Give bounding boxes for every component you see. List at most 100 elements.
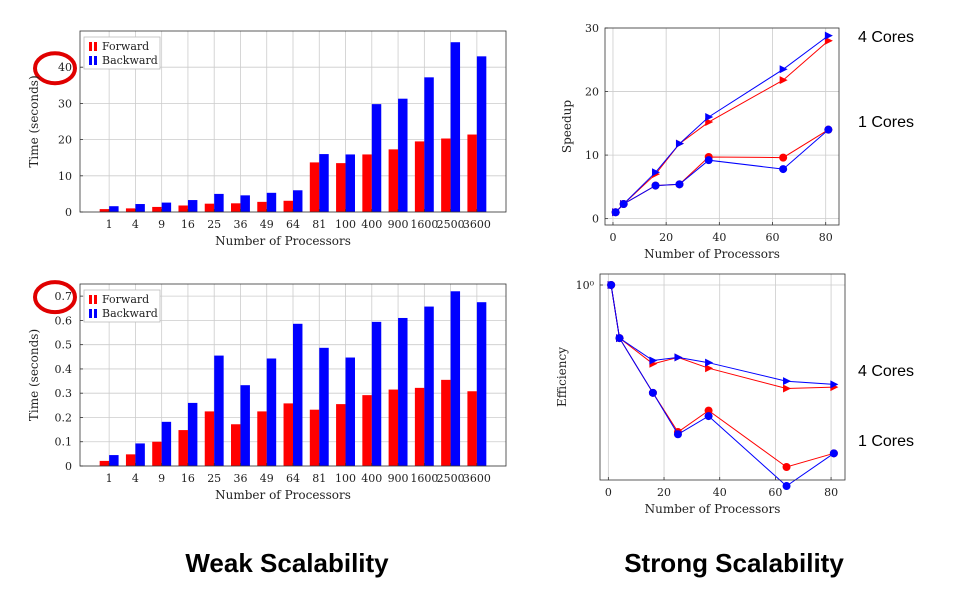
core-label-4-efficiency: 4 Cores <box>858 363 914 380</box>
x-tick-label: 25 <box>207 218 221 231</box>
bar-backward-3600 <box>476 302 487 466</box>
data-point <box>779 165 788 174</box>
x-tick-label: 1 <box>106 472 113 485</box>
bar-forward-81 <box>309 409 320 466</box>
x-axis-label: Number of Processors <box>215 488 351 502</box>
data-point <box>615 334 624 343</box>
x-tick-label: 49 <box>260 472 274 485</box>
bar-forward-1 <box>99 460 110 466</box>
y-tick-label: 0 <box>65 460 72 473</box>
bar-forward-36 <box>231 424 241 466</box>
bar-forward-4 <box>125 208 136 212</box>
data-point <box>674 353 683 362</box>
bar-backward-1600 <box>424 306 434 466</box>
y-tick-label: 0.5 <box>55 339 73 352</box>
series-line-2 <box>610 284 835 468</box>
bar-backward-81 <box>319 154 329 212</box>
bar-forward-49 <box>257 411 267 466</box>
data-point <box>705 358 714 367</box>
bar-forward-25 <box>204 203 215 212</box>
y-axis-label: Efficiency <box>555 347 569 407</box>
weak-time-chart: 1 4 9 16 25 36 49 64 81 100 400 900 1600250036000102… <box>27 30 507 248</box>
x-tick-label: 3600 <box>463 472 491 485</box>
data-point <box>779 65 788 74</box>
x-tick-label: 3600 <box>463 218 491 231</box>
series-line-3 <box>610 284 835 487</box>
strong-efficiency-chart: 0 20 40 60 80 10⁰ Number of Processors Efficien… <box>555 273 846 516</box>
x-tick-label: 100 <box>335 472 356 485</box>
y-tick-label: 0.6 <box>55 314 73 327</box>
x-tick-label: 81 <box>312 218 326 231</box>
bar-backward-49 <box>266 358 277 466</box>
data-point <box>705 112 714 121</box>
bar-backward-25 <box>214 355 224 466</box>
x-tick-label: 64 <box>286 472 300 485</box>
bar-forward-9 <box>152 441 162 466</box>
x-axis-label: Number of Processors <box>644 247 780 261</box>
series-line-1 <box>610 284 834 385</box>
core-label-1-efficiency: 1 Cores <box>858 433 914 450</box>
data-point <box>652 168 661 177</box>
bar-forward-100 <box>336 163 346 212</box>
y-axis-label: Time (seconds) <box>27 75 41 167</box>
bar-forward-64 <box>283 200 293 212</box>
x-tick-label: 900 <box>388 472 409 485</box>
data-point <box>648 388 657 397</box>
bar-forward-49 <box>257 201 267 212</box>
x-axis-label: Number of Processors <box>215 234 351 248</box>
bar-backward-49 <box>266 192 277 212</box>
data-point <box>782 463 791 471</box>
core-label-1-speedup: 1 Cores <box>858 114 914 131</box>
bar-forward-64 <box>283 403 293 466</box>
bar-backward-900 <box>398 98 408 212</box>
bar-backward-36 <box>240 195 250 212</box>
y-tick-label: 10 <box>585 149 599 162</box>
data-point <box>705 364 714 373</box>
legend-swatch-b <box>94 56 97 65</box>
data-point <box>779 153 788 162</box>
y-tick-label: 10⁰ <box>576 279 595 292</box>
bar-backward-3600 <box>476 56 487 213</box>
bar-forward-1600 <box>414 387 425 466</box>
x-tick-label: 60 <box>766 231 780 244</box>
x-tick-label: 4 <box>132 218 139 231</box>
bar-forward-3600 <box>467 391 477 466</box>
bar-forward-4 <box>125 454 136 466</box>
bar-forward-900 <box>388 389 399 466</box>
series-line-0 <box>610 284 834 390</box>
data-point <box>704 156 713 165</box>
bar-backward-4 <box>135 443 145 466</box>
data-point <box>783 377 792 386</box>
bar-forward-1 <box>99 209 110 212</box>
bar-forward-81 <box>309 162 320 212</box>
bar-backward-400 <box>371 321 382 466</box>
data-point <box>829 449 838 458</box>
y-tick-label: 0.1 <box>55 436 73 449</box>
series-line-2 <box>615 129 829 213</box>
y-axis-label: Time (seconds) <box>27 329 41 421</box>
bar-backward-100 <box>345 154 355 212</box>
x-tick-label: 36 <box>233 218 247 231</box>
y-tick-label: 30 <box>58 97 72 110</box>
y-tick-label: 30 <box>585 22 599 35</box>
x-tick-label: 0 <box>605 486 612 499</box>
y-tick-label: 0.2 <box>55 411 73 424</box>
x-tick-label: 80 <box>824 486 838 499</box>
legend-swatch-a <box>89 295 92 304</box>
x-tick-label: 16 <box>181 218 195 231</box>
core-label-4-speedup: 4 Cores <box>858 29 914 46</box>
x-tick-label: 60 <box>768 486 782 499</box>
x-tick-label: 64 <box>286 218 300 231</box>
x-tick-label: 49 <box>260 218 274 231</box>
bar-forward-2500 <box>441 138 451 212</box>
highlight-circle <box>33 280 77 315</box>
y-tick-label: 0.4 <box>55 363 73 376</box>
bar-backward-16 <box>187 200 198 212</box>
plot-frame <box>604 27 840 226</box>
x-tick-label: 2500 <box>437 472 465 485</box>
bar-forward-25 <box>204 411 215 466</box>
bar-backward-2500 <box>450 291 461 466</box>
data-point <box>673 430 682 439</box>
bar-forward-16 <box>178 205 188 212</box>
bar-forward-400 <box>362 154 372 212</box>
